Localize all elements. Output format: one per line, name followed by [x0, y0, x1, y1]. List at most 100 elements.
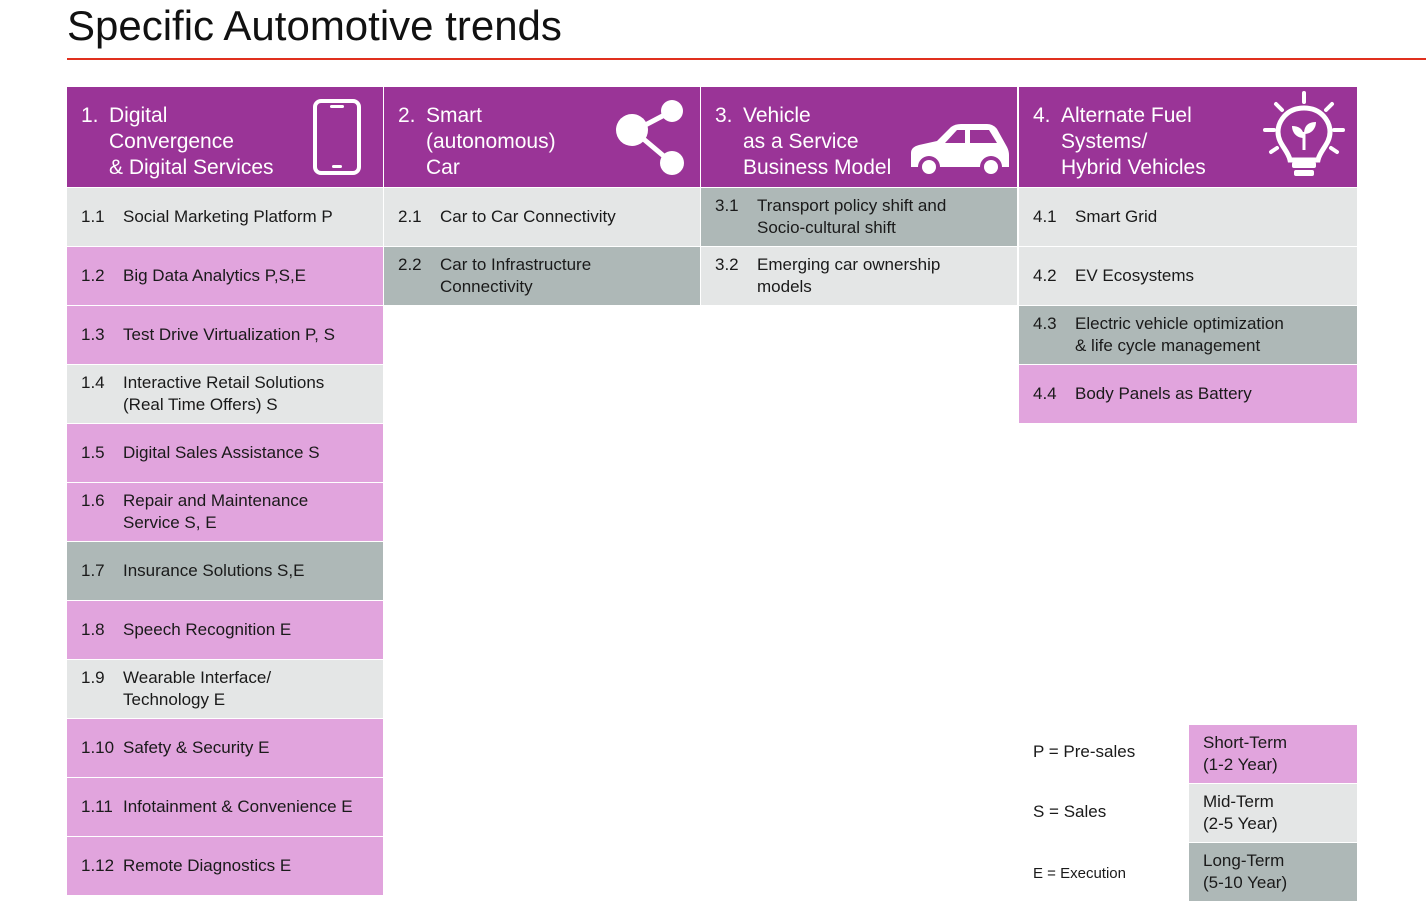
trend-item: 2.1 Car to Car Connectivity: [384, 188, 700, 246]
header-line: Alternate Fuel: [1061, 104, 1192, 127]
trend-item-number: 1.5: [81, 443, 105, 462]
header-line: Vehicle: [743, 104, 811, 127]
smartphone-icon: [313, 99, 361, 175]
legend-abbreviation-presales: P = Pre-sales: [1033, 742, 1136, 761]
trend-item: 1.7 Insurance Solutions S,E: [67, 542, 383, 600]
trend-item-number: 2.1: [398, 207, 422, 226]
trend-item-label: Socio-cultural shift: [757, 218, 896, 237]
header-number: 2.: [398, 104, 416, 127]
trend-item: 1.5 Digital Sales Assistance S: [67, 424, 383, 482]
trend-item-number: 4.4: [1033, 384, 1057, 403]
trend-item: 1.6 Repair and Maintenance Service S, E: [67, 483, 383, 541]
trend-item-number: 4.3: [1033, 314, 1057, 333]
legend-long-term: Long-Term (5-10 Year): [1189, 843, 1357, 901]
header-line: Car: [426, 156, 460, 179]
trend-item-label: Interactive Retail Solutions: [123, 373, 325, 392]
trend-item-label: Test Drive Virtualization P, S: [123, 325, 335, 344]
trend-item-number: 1.8: [81, 620, 105, 639]
trend-item-label: Infotainment & Convenience E: [123, 797, 353, 816]
trend-column-alternate-fuel: 4. Alternate Fuel Systems/ Hybrid Vehicl…: [1019, 87, 1357, 423]
column-header: 2. Smart (autonomous) Car: [384, 87, 700, 187]
car-icon: [911, 124, 1009, 178]
trend-list: 2.1 Car to Car Connectivity 2.2 Car to Infr…: [384, 188, 700, 305]
trend-item-label: Digital Sales Assistance S: [123, 443, 320, 462]
trend-column-smart-car: 2. Smart (autonomous) Car 2.1 Car to Car …: [384, 87, 700, 305]
trend-item: 1.12 Remote Diagnostics E: [67, 837, 383, 895]
title-divider: [67, 58, 1426, 60]
trend-item: 1.1 Social Marketing Platform P: [67, 188, 383, 246]
legend-term-line: Mid-Term: [1203, 792, 1274, 811]
header-line: Hybrid Vehicles: [1061, 156, 1206, 179]
trend-item-label: Technology E: [123, 690, 226, 709]
header-line: Systems/: [1061, 130, 1148, 153]
trend-item-label: Service S, E: [123, 513, 217, 532]
trend-item-label: Repair and Maintenance: [123, 491, 309, 510]
trend-list: 1.1 Social Marketing Platform P 1.2 Big Dat…: [67, 188, 383, 895]
trend-item: 3.1 Transport policy shift and Socio-cultu…: [701, 188, 1017, 246]
column-header: 3. Vehicle as a Service Business Model: [701, 87, 1017, 187]
header-line: Smart: [426, 104, 483, 127]
trend-item: 4.4 Body Panels as Battery: [1019, 365, 1357, 423]
trend-item-label: Wearable Interface/: [123, 668, 272, 687]
trend-item-label: & life cycle management: [1075, 336, 1261, 355]
trend-item: 1.11 Infotainment & Convenience E: [67, 778, 383, 836]
trend-item-label: models: [757, 277, 812, 296]
share-icon: [616, 100, 684, 175]
header-line: as a Service: [743, 130, 859, 153]
legend-term-line: (5-10 Year): [1203, 873, 1288, 892]
trend-item-label: Connectivity: [440, 277, 533, 296]
trend-item: 4.1 Smart Grid: [1019, 188, 1357, 246]
trend-item-label: Big Data Analytics P,S,E: [123, 266, 307, 285]
legend-term-line: Long-Term: [1203, 851, 1285, 870]
legend-mid-term: Mid-Term (2-5 Year): [1189, 784, 1357, 842]
trend-item-label: (Real Time Offers) S: [123, 395, 278, 414]
trend-column-digital-convergence: 1. Digital Convergence & Digital Service…: [67, 87, 383, 895]
legend-term-line: Short-Term: [1203, 733, 1288, 752]
trend-item-label: Body Panels as Battery: [1075, 384, 1252, 403]
trend-item: 2.2 Car to Infrastructure Connectivity: [384, 247, 700, 305]
header-line: Digital: [109, 104, 168, 127]
column-header: 4. Alternate Fuel Systems/ Hybrid Vehicl…: [1019, 87, 1357, 187]
trend-item-label: EV Ecosystems: [1075, 266, 1195, 285]
trend-column-vehicle-service: 3. Vehicle as a Service Business Model 3…: [701, 87, 1017, 305]
trend-item-label: Emerging car ownership: [757, 255, 941, 274]
trend-item-label: Social Marketing Platform P: [123, 207, 333, 226]
trend-item-number: 4.2: [1033, 266, 1057, 285]
trend-item-label: Safety & Security E: [123, 738, 270, 757]
trend-item: 4.2 EV Ecosystems: [1019, 247, 1357, 305]
trend-item-number: 4.1: [1033, 207, 1057, 226]
trend-item-number: 1.10: [81, 738, 115, 757]
legend-term-line: (2-5 Year): [1203, 814, 1278, 833]
column-header: 1. Digital Convergence & Digital Service…: [67, 87, 383, 187]
trend-item-label: Smart Grid: [1075, 207, 1158, 226]
trend-item: 1.2 Big Data Analytics P,S,E: [67, 247, 383, 305]
trend-item-number: 1.6: [81, 491, 105, 510]
header-line: (autonomous): [426, 130, 556, 153]
header-line: Business Model: [743, 156, 892, 179]
header-number: 3.: [715, 104, 733, 127]
trend-item: 3.2 Emerging car ownership models: [701, 247, 1017, 305]
trend-item-label: Transport policy shift and: [757, 196, 947, 215]
trend-item-label: Remote Diagnostics E: [123, 856, 292, 875]
trend-item-number: 1.3: [81, 325, 105, 344]
header-number: 4.: [1033, 104, 1051, 127]
legend-abbreviation-sales: S = Sales: [1033, 802, 1107, 821]
trend-item-label: Speech Recognition E: [123, 620, 292, 639]
legend-abbreviation-execution: E = Execution: [1033, 865, 1126, 882]
legend-term-line: (1-2 Year): [1203, 755, 1278, 774]
trend-item-number: 1.1: [81, 207, 105, 226]
trend-item: 1.9 Wearable Interface/Technology E: [67, 660, 383, 718]
trend-item-label: Car to Infrastructure: [440, 255, 592, 274]
header-number: 1.: [81, 104, 99, 127]
trend-item-number: 1.12: [81, 856, 115, 875]
trend-item-number: 3.1: [715, 196, 739, 215]
page-title: Specific Automotive trends: [67, 2, 562, 49]
trend-item-number: 1.7: [81, 561, 105, 580]
trend-item-number: 2.2: [398, 255, 422, 274]
trend-item: 1.4 Interactive Retail Solutions (Real Tim…: [67, 365, 383, 423]
header-line: & Digital Services: [109, 156, 274, 179]
trend-item: 4.3 Electric vehicle optimization & life c…: [1019, 306, 1357, 364]
trend-item-label: Insurance Solutions S,E: [123, 561, 305, 580]
header-line: Convergence: [109, 130, 234, 153]
trend-item-label: Car to Car Connectivity: [440, 207, 616, 226]
